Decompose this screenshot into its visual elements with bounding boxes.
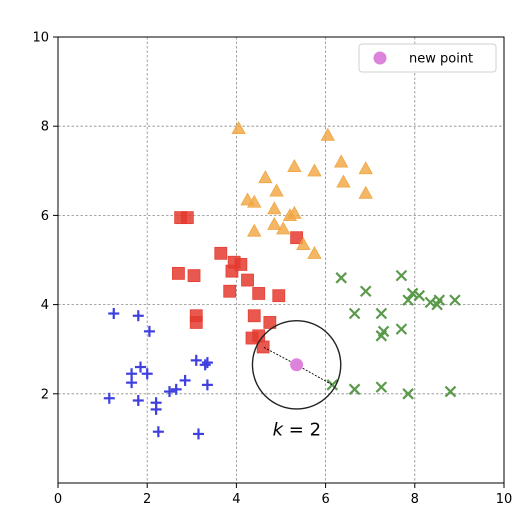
x-tick-label: 10 <box>496 492 513 507</box>
triangle-marker <box>247 194 262 208</box>
y-tick-label: 6 <box>41 209 49 224</box>
y-tick-label: 10 <box>32 31 49 46</box>
plus-marker <box>170 383 182 395</box>
ticks: 0 2 4 6 8 10 2 4 6 8 10 <box>32 31 512 508</box>
plus-marker <box>132 394 144 406</box>
plus-marker <box>192 428 204 440</box>
x-marker <box>395 269 408 282</box>
x-marker <box>326 379 339 391</box>
triangle-marker <box>258 170 273 184</box>
triangle-marker <box>247 223 262 237</box>
legend-box <box>358 43 497 73</box>
x-marker <box>375 307 388 320</box>
triangle-marker <box>267 216 282 230</box>
triangle-marker <box>296 237 311 250</box>
square-marker <box>180 211 194 225</box>
x-marker <box>406 287 419 300</box>
x-marker <box>375 381 388 393</box>
triangle-marker <box>287 159 302 172</box>
plus-marker <box>132 310 144 322</box>
square-marker <box>256 340 270 354</box>
plus-marker <box>143 325 155 337</box>
plus-marker <box>108 308 120 320</box>
x-marker <box>348 383 361 396</box>
square-marker <box>187 269 201 283</box>
triangle-marker <box>336 174 351 188</box>
x-marker <box>348 307 361 320</box>
neighborhood-circle <box>251 319 342 410</box>
triangle-marker <box>269 183 284 197</box>
x-marker <box>444 385 457 398</box>
plus-marker <box>126 377 138 389</box>
triangle-marker <box>307 163 322 177</box>
grid <box>58 37 504 483</box>
neighbor-line <box>262 346 297 366</box>
x-tick-label: 6 <box>321 492 329 507</box>
neighborhood-overlay <box>251 319 342 410</box>
triangle-marker <box>307 245 322 259</box>
plus-marker <box>179 374 191 386</box>
x-tick-label: 2 <box>143 492 151 507</box>
square-marker <box>272 289 286 303</box>
plus-marker <box>201 357 213 369</box>
plus-marker <box>199 359 211 371</box>
legend: new point <box>358 43 497 73</box>
plus-marker <box>152 426 164 438</box>
y-tick-label: 2 <box>41 387 49 402</box>
new-point-marker <box>290 358 304 372</box>
triangle-marker <box>358 185 373 199</box>
x-marker <box>359 285 372 297</box>
x-marker <box>431 298 443 311</box>
triangle-marker <box>358 161 373 175</box>
square-marker <box>252 287 266 300</box>
x-tick-label: 4 <box>232 492 240 507</box>
plus-marker <box>103 392 115 404</box>
plus-marker <box>164 386 175 398</box>
data-points <box>103 121 461 440</box>
square-marker <box>189 316 203 329</box>
triangle-marker <box>287 205 302 219</box>
x-marker <box>375 330 388 342</box>
y-tick-label: 8 <box>41 120 49 135</box>
x-tick-label: 8 <box>411 492 419 507</box>
x-marker <box>395 323 408 335</box>
legend-marker <box>373 51 387 65</box>
plus-marker <box>201 379 213 391</box>
k-value: = 2 <box>283 419 321 440</box>
x-marker <box>335 272 347 284</box>
x-marker <box>402 388 414 400</box>
triangle-marker <box>334 154 349 168</box>
k-symbol: k <box>273 419 285 440</box>
square-marker <box>247 309 261 323</box>
plot-frame <box>57 36 505 484</box>
square-marker <box>172 266 185 280</box>
plus-marker <box>141 368 153 380</box>
y-tick-label: 4 <box>41 298 49 313</box>
plus-marker <box>150 403 162 415</box>
triangle-marker <box>267 201 282 215</box>
square-marker <box>290 231 304 245</box>
k-annotation: k = 2 <box>273 419 321 440</box>
triangle-marker <box>320 127 336 141</box>
plus-marker <box>190 354 202 366</box>
square-marker <box>241 273 254 287</box>
plus-marker <box>135 361 147 373</box>
x-tick-label: 0 <box>54 492 62 507</box>
legend-label: new point <box>409 52 473 67</box>
square-marker <box>263 316 277 329</box>
x-marker <box>449 294 461 306</box>
triangle-marker <box>276 221 291 235</box>
x-marker <box>424 296 437 309</box>
triangle-marker <box>231 121 246 135</box>
x-marker <box>402 294 414 306</box>
square-marker <box>214 246 228 260</box>
square-marker <box>223 284 237 298</box>
x-marker <box>413 289 426 302</box>
square-marker <box>225 264 239 278</box>
